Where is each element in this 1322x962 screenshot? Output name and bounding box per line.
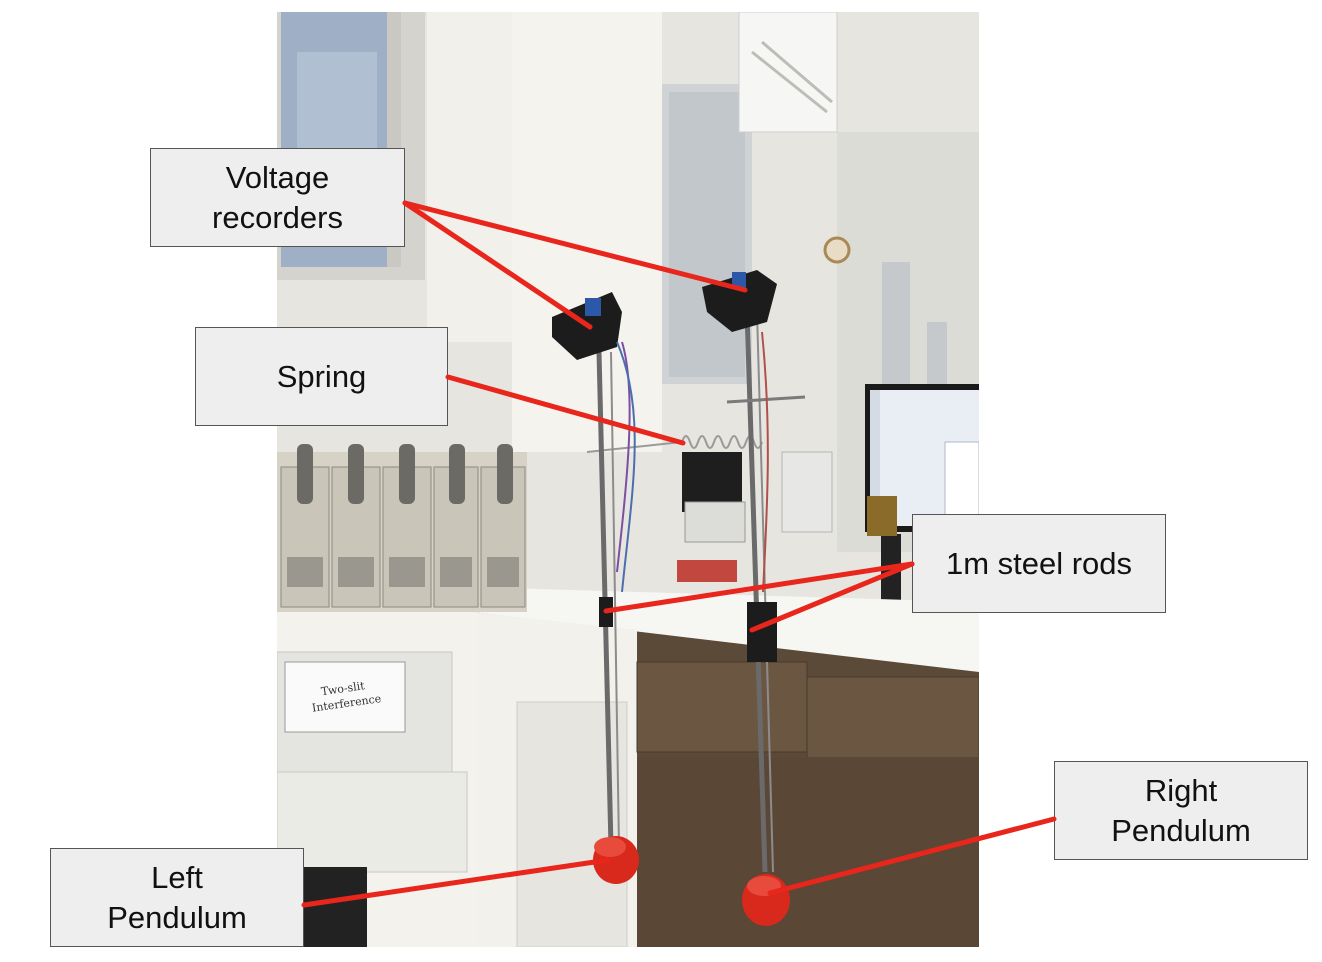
label-left-pendulum: Left Pendulum [50,848,304,947]
oscilloscope-row [277,444,527,612]
label-steel-rods: 1m steel rods [912,514,1166,613]
label-spring: Spring [195,327,448,426]
left-rod-clamp [599,597,613,627]
bin-label-card [284,661,406,733]
clock-icon [823,236,851,264]
label-voltage-recorders: Voltage recorders [150,148,405,247]
right-rod-clamp [747,602,777,662]
computer-monitor [865,384,979,604]
label-right-pendulum: Right Pendulum [1054,761,1308,860]
bin-label-line-1: Two-slit [320,679,366,698]
